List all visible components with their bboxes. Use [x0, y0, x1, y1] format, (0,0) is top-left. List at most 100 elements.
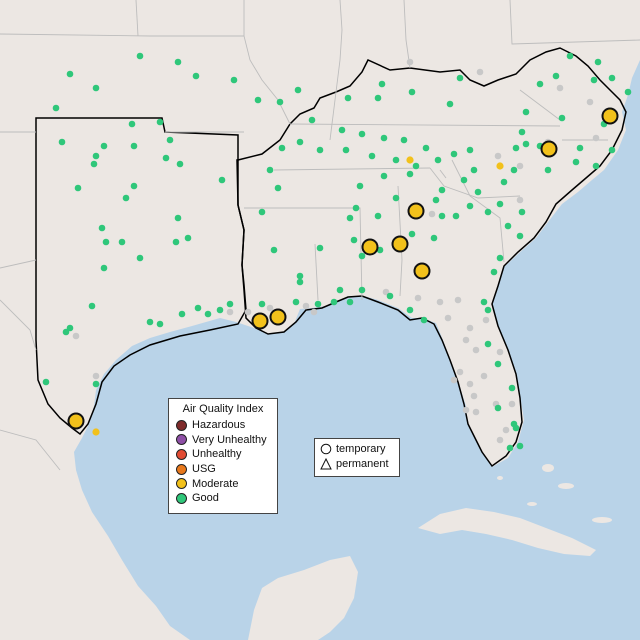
good-monitor-marker[interactable]	[512, 144, 520, 152]
good-monitor-marker[interactable]	[368, 152, 376, 160]
good-monitor-marker[interactable]	[504, 222, 512, 230]
good-monitor-marker[interactable]	[100, 142, 108, 150]
good-monitor-marker[interactable]	[490, 268, 498, 276]
good-monitor-marker[interactable]	[544, 166, 552, 174]
good-monitor-marker[interactable]	[452, 212, 460, 220]
no-data-monitor-marker[interactable]	[92, 372, 100, 380]
good-monitor-marker[interactable]	[392, 194, 400, 202]
good-monitor-marker[interactable]	[536, 80, 544, 88]
moderate-monitor-marker[interactable]	[67, 412, 85, 430]
good-monitor-marker[interactable]	[518, 128, 526, 136]
good-monitor-marker[interactable]	[226, 300, 234, 308]
good-monitor-marker[interactable]	[254, 96, 262, 104]
good-monitor-marker[interactable]	[466, 146, 474, 154]
good-monitor-marker[interactable]	[342, 146, 350, 154]
good-monitor-marker[interactable]	[386, 292, 394, 300]
good-monitor-marker[interactable]	[358, 252, 366, 260]
good-monitor-marker[interactable]	[572, 158, 580, 166]
good-monitor-marker[interactable]	[194, 304, 202, 312]
moderate-monitor-marker[interactable]	[413, 262, 431, 280]
good-monitor-marker[interactable]	[494, 404, 502, 412]
no-data-monitor-marker[interactable]	[428, 210, 436, 218]
good-monitor-marker[interactable]	[274, 184, 282, 192]
good-monitor-marker[interactable]	[74, 184, 82, 192]
no-data-monitor-marker[interactable]	[592, 134, 600, 142]
no-data-monitor-marker[interactable]	[466, 324, 474, 332]
good-monitor-marker[interactable]	[494, 360, 502, 368]
moderate-monitor-marker[interactable]	[269, 308, 287, 326]
good-monitor-marker[interactable]	[122, 194, 130, 202]
good-monitor-marker[interactable]	[174, 214, 182, 222]
good-monitor-marker[interactable]	[594, 58, 602, 66]
moderate-monitor-marker[interactable]	[407, 202, 425, 220]
good-monitor-marker[interactable]	[358, 130, 366, 138]
no-data-monitor-marker[interactable]	[516, 196, 524, 204]
moderate-monitor-marker[interactable]	[406, 156, 414, 164]
no-data-monitor-marker[interactable]	[454, 296, 462, 304]
no-data-monitor-marker[interactable]	[414, 294, 422, 302]
good-monitor-marker[interactable]	[474, 188, 482, 196]
good-monitor-marker[interactable]	[92, 152, 100, 160]
good-monitor-marker[interactable]	[358, 286, 366, 294]
good-monitor-marker[interactable]	[350, 236, 358, 244]
good-monitor-marker[interactable]	[446, 100, 454, 108]
good-monitor-marker[interactable]	[510, 166, 518, 174]
good-monitor-marker[interactable]	[352, 204, 360, 212]
no-data-monitor-marker[interactable]	[502, 426, 510, 434]
no-data-monitor-marker[interactable]	[462, 406, 470, 414]
good-monitor-marker[interactable]	[130, 182, 138, 190]
good-monitor-marker[interactable]	[516, 232, 524, 240]
good-monitor-marker[interactable]	[430, 234, 438, 242]
moderate-monitor-marker[interactable]	[496, 162, 504, 170]
good-monitor-marker[interactable]	[412, 162, 420, 170]
good-monitor-marker[interactable]	[316, 146, 324, 154]
good-monitor-marker[interactable]	[522, 108, 530, 116]
no-data-monitor-marker[interactable]	[406, 58, 414, 66]
no-data-monitor-marker[interactable]	[494, 152, 502, 160]
good-monitor-marker[interactable]	[608, 74, 616, 82]
good-monitor-marker[interactable]	[296, 278, 304, 286]
moderate-monitor-marker[interactable]	[391, 235, 409, 253]
good-monitor-marker[interactable]	[484, 306, 492, 314]
good-monitor-marker[interactable]	[518, 208, 526, 216]
good-monitor-marker[interactable]	[552, 72, 560, 80]
good-monitor-marker[interactable]	[380, 172, 388, 180]
good-monitor-marker[interactable]	[118, 238, 126, 246]
good-monitor-marker[interactable]	[176, 160, 184, 168]
good-monitor-marker[interactable]	[558, 114, 566, 122]
good-monitor-marker[interactable]	[356, 182, 364, 190]
good-monitor-marker[interactable]	[380, 134, 388, 142]
no-data-monitor-marker[interactable]	[450, 376, 458, 384]
good-monitor-marker[interactable]	[66, 324, 74, 332]
good-monitor-marker[interactable]	[128, 120, 136, 128]
good-monitor-marker[interactable]	[296, 138, 304, 146]
good-monitor-marker[interactable]	[172, 238, 180, 246]
no-data-monitor-marker[interactable]	[476, 68, 484, 76]
good-monitor-marker[interactable]	[88, 302, 96, 310]
good-monitor-marker[interactable]	[216, 306, 224, 314]
good-monitor-marker[interactable]	[204, 310, 212, 318]
no-data-monitor-marker[interactable]	[266, 304, 274, 312]
good-monitor-marker[interactable]	[408, 88, 416, 96]
good-monitor-marker[interactable]	[484, 208, 492, 216]
good-monitor-marker[interactable]	[392, 156, 400, 164]
good-monitor-marker[interactable]	[146, 318, 154, 326]
good-monitor-marker[interactable]	[308, 116, 316, 124]
no-data-monitor-marker[interactable]	[226, 308, 234, 316]
good-monitor-marker[interactable]	[316, 244, 324, 252]
good-monitor-marker[interactable]	[100, 264, 108, 272]
no-data-monitor-marker[interactable]	[302, 302, 310, 310]
moderate-monitor-marker[interactable]	[361, 238, 379, 256]
good-monitor-marker[interactable]	[592, 162, 600, 170]
good-monitor-marker[interactable]	[230, 76, 238, 84]
good-monitor-marker[interactable]	[66, 70, 74, 78]
good-monitor-marker[interactable]	[512, 424, 520, 432]
good-monitor-marker[interactable]	[90, 160, 98, 168]
good-monitor-marker[interactable]	[422, 144, 430, 152]
good-monitor-marker[interactable]	[292, 298, 300, 306]
good-monitor-marker[interactable]	[258, 300, 266, 308]
good-monitor-marker[interactable]	[338, 126, 346, 134]
moderate-monitor-marker[interactable]	[251, 312, 269, 330]
no-data-monitor-marker[interactable]	[556, 84, 564, 92]
good-monitor-marker[interactable]	[500, 178, 508, 186]
